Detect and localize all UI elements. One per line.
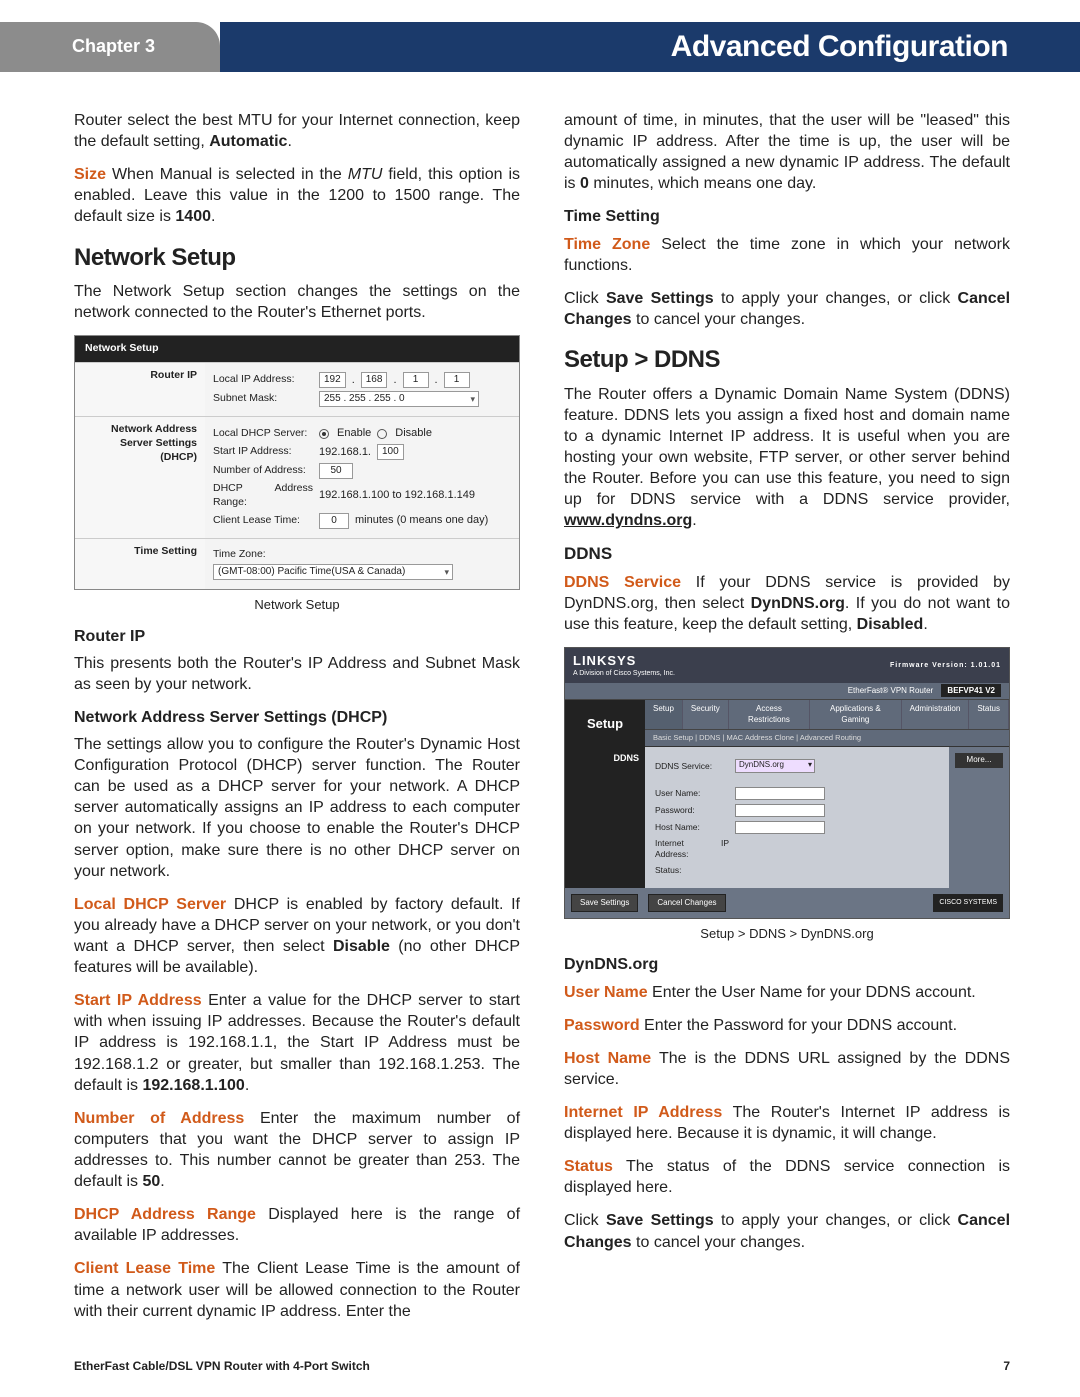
ddns-user-input[interactable] (735, 787, 825, 800)
timezone-select[interactable]: (GMT-08:00) Pacific Time(USA & Canada) (213, 564, 453, 580)
paragraph: Router select the best MTU for your Inte… (74, 110, 520, 152)
paragraph: Local DHCP Server DHCP is enabled by fac… (74, 894, 520, 978)
paragraph: Click Save Settings to apply your change… (564, 1210, 1010, 1252)
heading-network-setup: Network Setup (74, 242, 520, 274)
figure-ddns: LINKSYS A Division of Cisco Systems, Inc… (564, 647, 1010, 942)
caption: Network Setup (74, 596, 520, 613)
cisco-logo: CISCO SYSTEMS (933, 894, 1003, 911)
paragraph: This presents both the Router's IP Addre… (74, 653, 520, 695)
ddns-service-select[interactable]: DynDNS.org (735, 759, 815, 773)
link-dyndns[interactable]: www.dyndns.org (564, 512, 692, 529)
heading-time-setting: Time Setting (564, 206, 1010, 227)
term-dhcp-range: DHCP Address Range (74, 1206, 256, 1223)
ip-octet[interactable]: 192 (319, 372, 346, 388)
page-title: Advanced Configuration (220, 22, 1080, 72)
ddns-pass-input[interactable] (735, 804, 825, 817)
ns-router-ip-label: Router IP (75, 363, 205, 416)
brand-logo: LINKSYS (573, 653, 636, 668)
start-ip-input[interactable]: 100 (377, 444, 404, 460)
heading-router-ip: Router IP (74, 626, 520, 647)
paragraph: amount of time, in minutes, that the use… (564, 110, 1010, 194)
paragraph: The Router offers a Dynamic Domain Name … (564, 384, 1010, 532)
footer-product: EtherFast Cable/DSL VPN Router with 4-Po… (74, 1359, 370, 1373)
paragraph: The settings allow you to configure the … (74, 734, 520, 882)
ddns-host-input[interactable] (735, 821, 825, 834)
tab-security[interactable]: Security (683, 700, 729, 729)
tab-status[interactable]: Status (969, 700, 1009, 729)
paragraph: Time Zone Select the time zone in which … (564, 234, 1010, 276)
paragraph: Size When Manual is selected in the MTU … (74, 164, 520, 227)
term-timezone: Time Zone (564, 236, 650, 253)
num-addr-input[interactable]: 50 (319, 463, 353, 479)
term-lease: Client Lease Time (74, 1260, 215, 1277)
radio-enable[interactable] (319, 429, 329, 439)
chapter-tab: Chapter 3 (0, 22, 220, 72)
paragraph: Status The status of the DDNS service co… (564, 1156, 1010, 1198)
page-footer: EtherFast Cable/DSL VPN Router with 4-Po… (74, 1359, 1010, 1373)
paragraph: Client Lease Time The Client Lease Time … (74, 1258, 520, 1321)
tab-setup[interactable]: Setup (645, 700, 683, 729)
term-username: User Name (564, 984, 648, 1001)
term-status: Status (564, 1158, 613, 1175)
ip-octet[interactable]: 1 (444, 372, 470, 388)
paragraph: Host Name The is the DDNS URL assigned b… (564, 1048, 1010, 1090)
paragraph: Password Enter the Password for your DDN… (564, 1015, 1010, 1036)
lease-input[interactable]: 0 (319, 513, 349, 529)
term-password: Password (564, 1017, 640, 1034)
page-header: Chapter 3 Advanced Configuration (0, 0, 1080, 72)
setup-label: Setup (565, 700, 645, 747)
term-ddns-service: DDNS Service (564, 574, 681, 591)
ns-nas-label: Network Address Server Settings (DHCP) (75, 417, 205, 537)
heading-ddns: DDNS (564, 543, 1010, 565)
term-size: Size (74, 166, 106, 183)
tab-access[interactable]: Access Restrictions (729, 700, 810, 729)
tab-apps[interactable]: Applications & Gaming (810, 700, 902, 729)
term-iip: Internet IP Address (564, 1104, 722, 1121)
term-num-addr: Number of Address (74, 1110, 244, 1127)
radio-disable[interactable] (377, 429, 387, 439)
paragraph: DHCP Address Range Displayed here is the… (74, 1204, 520, 1246)
term-local-dhcp: Local DHCP Server (74, 896, 226, 913)
ns-header: Network Setup (75, 336, 205, 362)
more-button[interactable]: More... (955, 753, 1003, 768)
figure-network-setup: Network Setup Router IP Local IP Address… (74, 335, 520, 613)
paragraph: User Name Enter the User Name for your D… (564, 982, 1010, 1003)
cancel-changes-button[interactable]: Cancel Changes (648, 894, 725, 913)
save-settings-button[interactable]: Save Settings (571, 894, 638, 913)
paragraph: Start IP Address Enter a value for the D… (74, 990, 520, 1096)
caption: Setup > DDNS > DynDNS.org (564, 925, 1010, 942)
tab-admin[interactable]: Administration (902, 700, 970, 729)
term-start-ip: Start IP Address (74, 992, 202, 1009)
ip-octet[interactable]: 1 (403, 372, 429, 388)
subnet-select[interactable]: 255 . 255 . 255 . 0 (319, 391, 479, 407)
subtab-row[interactable]: Basic Setup | DDNS | MAC Address Clone |… (645, 730, 1009, 747)
paragraph: Number of Address Enter the maximum numb… (74, 1108, 520, 1192)
ip-octet[interactable]: 168 (361, 372, 388, 388)
page-body: Router select the best MTU for your Inte… (0, 72, 1080, 1332)
page-number: 7 (1003, 1359, 1010, 1373)
ddns-left-label: DDNS (565, 747, 645, 888)
paragraph: Internet IP Address The Router's Interne… (564, 1102, 1010, 1144)
ns-time-label: Time Setting (75, 539, 205, 590)
heading-dyndns: DynDNS.org (564, 954, 1010, 975)
paragraph: DDNS Service If your DDNS service is pro… (564, 572, 1010, 635)
paragraph: Click Save Settings to apply your change… (564, 288, 1010, 330)
heading-setup-ddns: Setup > DDNS (564, 344, 1010, 376)
paragraph: The Network Setup section changes the se… (74, 281, 520, 323)
heading-dhcp: Network Address Server Settings (DHCP) (74, 707, 520, 728)
term-hostname: Host Name (564, 1050, 651, 1067)
